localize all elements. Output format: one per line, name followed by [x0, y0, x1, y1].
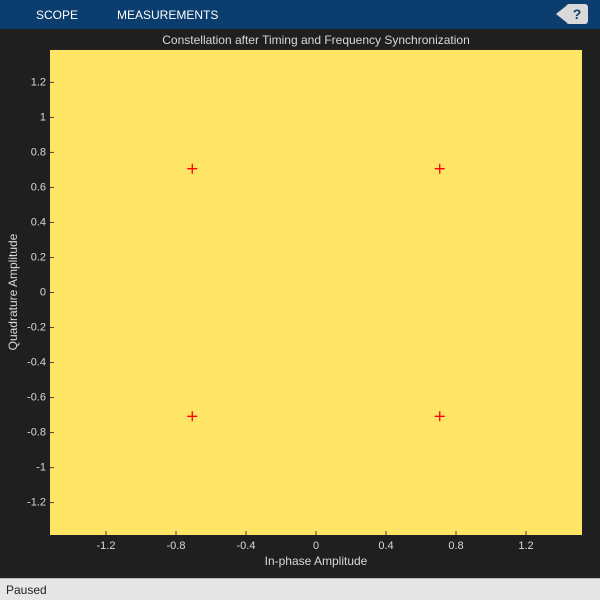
reference-point [434, 411, 445, 422]
y-tick-label: -0.4 [27, 356, 46, 368]
help-arrow [556, 6, 566, 22]
y-tick-label: 0.4 [31, 216, 46, 228]
tab[interactable]: SCOPE [36, 8, 79, 22]
x-tick-label: 0.8 [448, 540, 463, 552]
y-tick-label: -1 [36, 461, 46, 473]
toolbar: SCOPE MEASUREMENTS ? [0, 0, 600, 29]
x-tick-label: 1.2 [518, 540, 533, 552]
y-tick-label: 0.8 [31, 146, 46, 158]
y-tick-label: 0 [40, 286, 46, 298]
status-bar: Paused [0, 578, 600, 600]
chart-title: Constellation after Timing and Frequency… [162, 33, 470, 47]
y-tick-label: 1.2 [31, 76, 46, 88]
x-tick-label: 0 [313, 540, 319, 552]
y-tick-label: 1 [40, 111, 46, 123]
tab[interactable]: MEASUREMENTS [117, 8, 219, 22]
y-tick-label: 0.2 [31, 251, 46, 263]
signal-cloud [50, 50, 582, 535]
x-tick-label: -1.2 [97, 540, 116, 552]
x-axis-label: In-phase Amplitude [265, 554, 368, 568]
y-tick-label: 0.6 [31, 181, 46, 193]
x-tick-label: -0.8 [167, 540, 186, 552]
status-text: Paused [6, 583, 47, 597]
reference-point [187, 163, 198, 174]
y-tick-label: -1.2 [27, 497, 46, 509]
y-tick-label: -0.8 [27, 426, 46, 438]
y-tick-label: -0.6 [27, 391, 46, 403]
y-tick-label: -0.2 [27, 321, 46, 333]
reference-point [434, 163, 445, 174]
chart: Constellation after Timing and Frequency… [6, 33, 582, 568]
y-axis-label: Quadrature Amplitude [6, 233, 20, 350]
help-button[interactable]: ? [566, 4, 588, 24]
reference-point [187, 411, 198, 422]
x-tick-label: 0.4 [378, 540, 393, 552]
x-tick-label: -0.4 [237, 540, 256, 552]
